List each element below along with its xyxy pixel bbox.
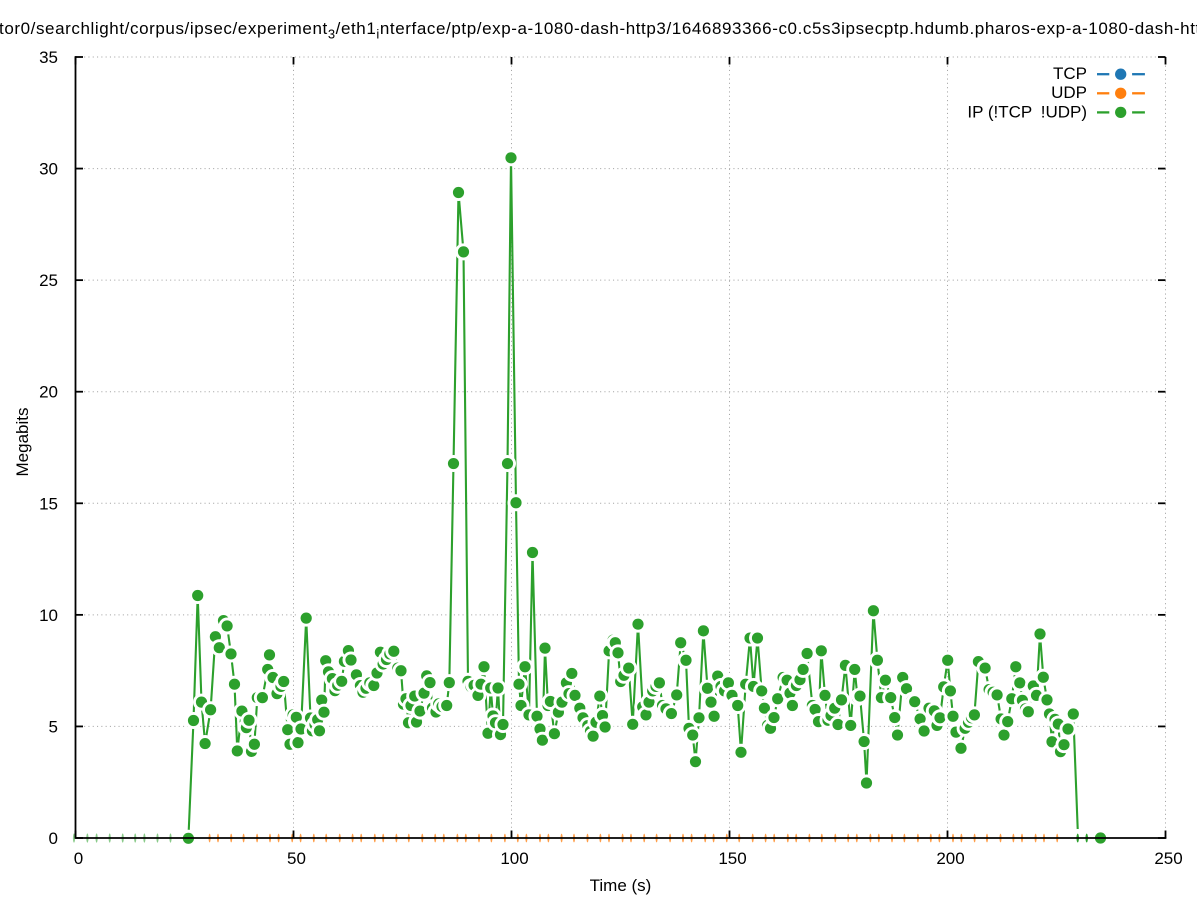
svg-text:200: 200 [936, 849, 964, 868]
svg-text:tor0/searchlight/corpus/ipsec/: tor0/searchlight/corpus/ipsec/experiment… [0, 19, 1197, 42]
svg-text:30: 30 [39, 160, 58, 179]
svg-text:35: 35 [39, 48, 58, 67]
svg-text:50: 50 [287, 849, 306, 868]
svg-text:250: 250 [1154, 849, 1182, 868]
svg-text:25: 25 [39, 271, 58, 290]
svg-text:UDP: UDP [1051, 83, 1087, 102]
svg-text:5: 5 [49, 717, 58, 736]
svg-text:Megabits: Megabits [13, 408, 32, 477]
svg-text:TCP: TCP [1053, 64, 1087, 83]
svg-text:Time (s): Time (s) [590, 876, 652, 895]
svg-text:20: 20 [39, 383, 58, 402]
svg-text:15: 15 [39, 494, 58, 513]
svg-text:IP (!TCP !UDP): IP (!TCP !UDP) [967, 102, 1087, 121]
svg-text:0: 0 [74, 849, 83, 868]
svg-text:150: 150 [718, 849, 746, 868]
svg-text:0: 0 [49, 829, 58, 848]
svg-text:10: 10 [39, 606, 58, 625]
svg-text:100: 100 [500, 849, 528, 868]
